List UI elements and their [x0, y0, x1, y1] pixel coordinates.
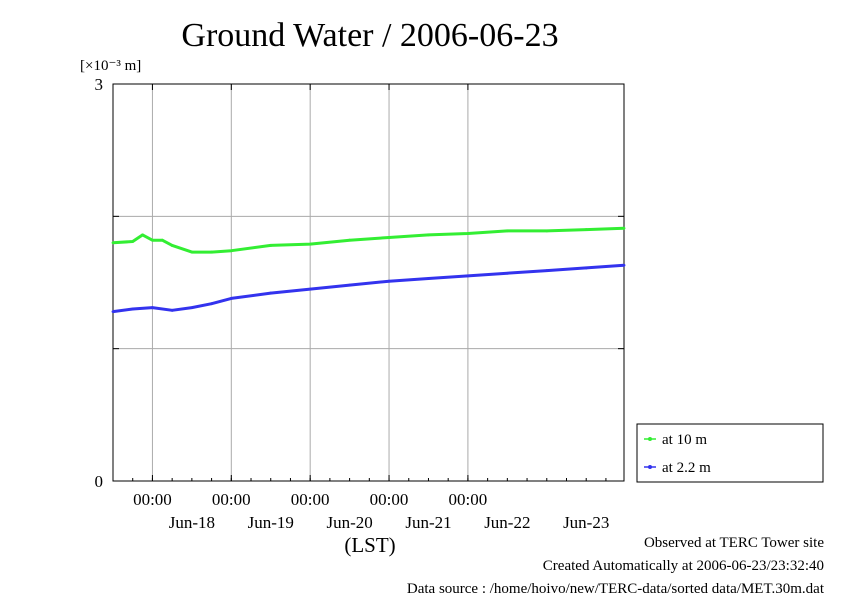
x-tick-time-label-0: 00:00: [133, 490, 172, 509]
series-0-point-7: [210, 250, 213, 254]
chart-title: Ground Water / 2006-06-23: [181, 17, 558, 54]
tick-labels: 00:00 00:00 00:00 00:00 00:00 Jun-18 Jun-19 Jun…: [95, 75, 610, 532]
series-0-point-4: [160, 238, 164, 242]
series-0-point-8: [229, 249, 233, 253]
y-tick-label-0: 0: [95, 472, 104, 491]
series-0-point-11: [348, 238, 352, 242]
series-0-point-12: [387, 236, 391, 239]
series-lines: [111, 226, 626, 314]
series-0-point-14: [466, 232, 470, 235]
footer-source: Data source : /home/hoivo/new/TERC-data/…: [406, 581, 824, 597]
series-0-point-1: [131, 240, 135, 243]
series-1-point-5: [210, 302, 213, 306]
legend: at 10 m at 2.2 m: [636, 423, 824, 483]
x-tick-date-label-0: Jun-18: [169, 513, 215, 532]
series-1-point-4: [190, 306, 194, 310]
series-1-point-12: [466, 274, 470, 278]
x-tick-date-label-3: Jun-21: [405, 513, 451, 532]
series-0-point-10: [308, 242, 312, 246]
legend-label-1: at 2.2 m: [662, 460, 711, 476]
footer-created: Created Automatically at 2006-06-23/23:3…: [542, 558, 824, 574]
series-1-point-3: [170, 308, 174, 312]
series-0-point-0: [111, 241, 115, 245]
series-0-point-2: [141, 233, 144, 237]
series-0-point-6: [190, 250, 194, 254]
series-0-point-15: [505, 229, 509, 233]
series-1-point-14: [545, 269, 549, 272]
series-0-point-5: [170, 244, 174, 247]
x-tick-time-label-1: 00:00: [212, 490, 251, 509]
series-0-point-17: [584, 228, 588, 231]
series-1-point-13: [505, 271, 509, 275]
series-0-point-3: [151, 238, 154, 242]
footer-site: Observed at TERC Tower site: [643, 535, 824, 551]
series-1-point-0: [111, 310, 115, 314]
axis-ticks: [112, 84, 624, 481]
series-1-point-16: [622, 263, 626, 267]
legend-box: [636, 423, 824, 483]
series-1-point-1: [131, 307, 135, 311]
x-tick-time-label-4: 00:00: [449, 490, 488, 509]
y-tick-label-1: 3: [95, 75, 104, 94]
x-tick-date-label-2: Jun-20: [326, 513, 372, 532]
x-tick-time-label-2: 00:00: [291, 490, 330, 509]
series-line-1: [112, 263, 625, 314]
legend-label-0: at 10 m: [662, 432, 707, 448]
legend-marker-1: [648, 465, 652, 469]
x-tick-date-label-5: Jun-23: [563, 513, 609, 532]
series-1-point-8: [308, 287, 312, 291]
grid-lines: [113, 84, 624, 481]
x-tick-time-label-3: 00:00: [370, 490, 409, 509]
series-1-point-10: [387, 279, 391, 283]
legend-marker-0: [648, 437, 652, 441]
series-1-point-7: [269, 291, 273, 295]
y-axis-unit: [×10⁻³ m]: [80, 58, 141, 74]
x-axis-label: (LST): [344, 533, 395, 557]
series-1-point-9: [348, 283, 352, 287]
series-0-point-13: [427, 233, 430, 237]
series-1-point-2: [151, 306, 154, 310]
series-0-point-18: [622, 226, 626, 230]
plot-frame: [112, 83, 625, 482]
series-0-point-9: [269, 244, 273, 247]
series-1-point-6: [229, 296, 233, 300]
series-1-point-11: [427, 277, 430, 280]
series-0-point-16: [545, 229, 549, 233]
x-tick-date-label-1: Jun-19: [248, 513, 294, 532]
series-1-point-15: [584, 266, 588, 270]
x-tick-date-label-4: Jun-22: [484, 513, 530, 532]
